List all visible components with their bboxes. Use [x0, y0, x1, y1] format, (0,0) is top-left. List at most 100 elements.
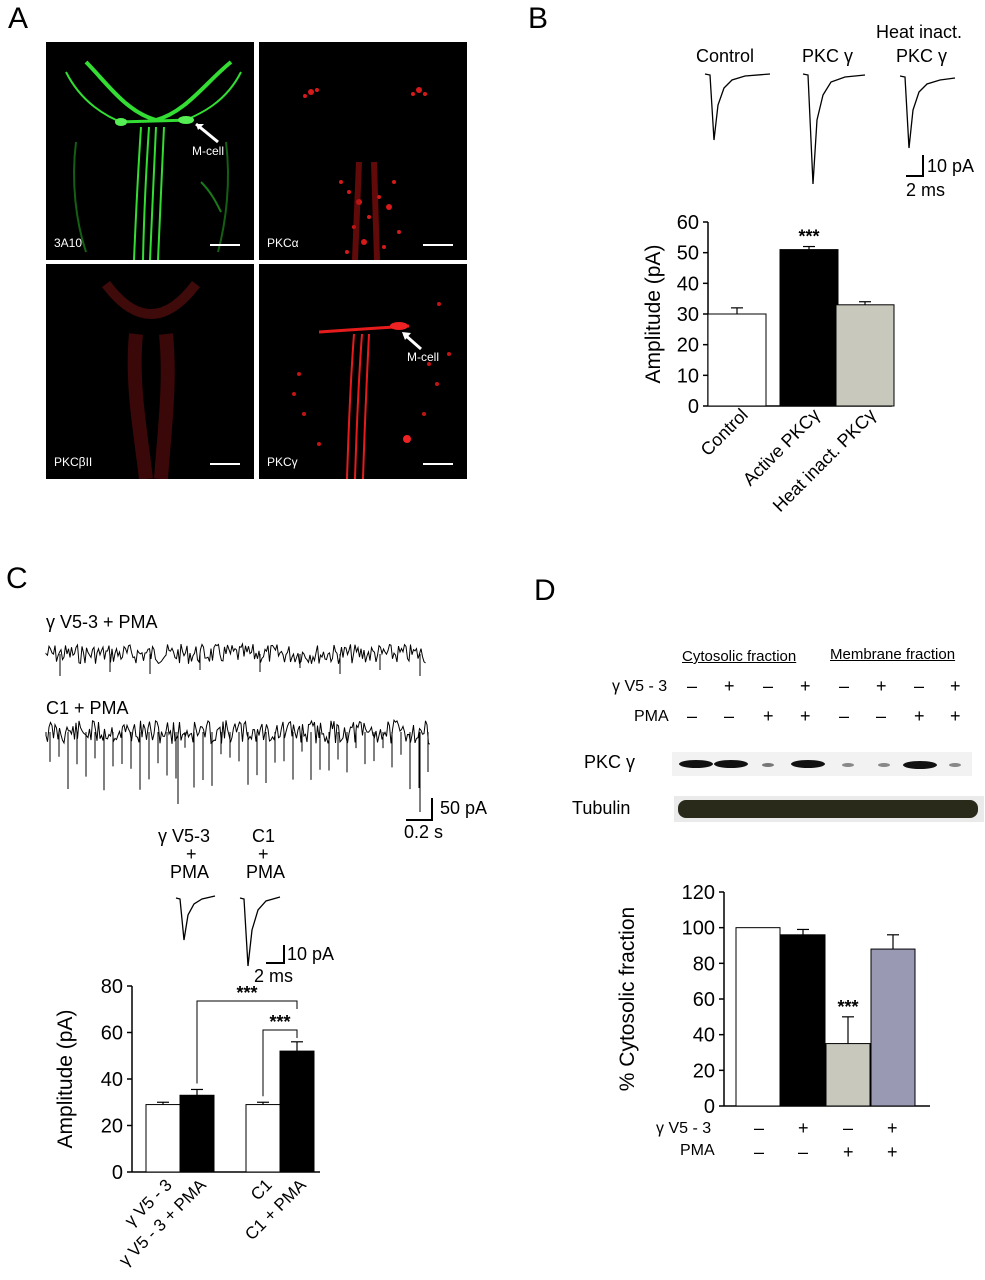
- neuron-structure-green: [65, 60, 242, 260]
- y-tick-label: 30: [677, 304, 699, 326]
- bar: [245, 1104, 281, 1173]
- band: [903, 761, 937, 769]
- panel-label-a: A: [8, 2, 29, 35]
- micrograph-pkc-gamma: M-cell PKCγ: [259, 264, 467, 479]
- scale-label-c-y: 50 pA: [440, 798, 488, 818]
- sign: +: [876, 676, 887, 696]
- row-label-pma: PMA: [634, 708, 669, 725]
- blot-label-tubulin: Tubulin: [572, 798, 631, 818]
- scale-bar-c-mini: [266, 945, 285, 964]
- micrograph-pkc-alpha: PKCα: [259, 42, 467, 260]
- micrograph-pkc-beta: PKCβII: [46, 264, 254, 479]
- y-tick-label: 120: [682, 882, 715, 904]
- y-axis-label: Amplitude (pA): [54, 1010, 77, 1149]
- trace-label-pkc-gamma: PKC γ: [802, 46, 854, 66]
- sign: +: [800, 676, 811, 696]
- mini-trace-2: [239, 896, 281, 967]
- band: [949, 763, 961, 767]
- sign: +: [800, 706, 811, 726]
- bar: [835, 304, 895, 407]
- band: [842, 763, 854, 767]
- y-tick-label: 80: [693, 953, 715, 975]
- trace-label-heat-2: PKC γ: [896, 46, 948, 66]
- bar: [779, 249, 839, 407]
- m-cell-label-2: M-cell: [407, 350, 439, 364]
- y-tick-label: 60: [677, 212, 699, 234]
- trace-pkc-gamma: [802, 73, 866, 185]
- mini-label-1b: +: [186, 844, 197, 864]
- significance-marker: ***: [798, 227, 819, 247]
- y-tick-label: 0: [688, 396, 699, 418]
- y-tick-label: 40: [677, 273, 699, 295]
- sign: +: [950, 676, 961, 696]
- significance-bracket: [262, 1029, 298, 1097]
- significance-bracket: [196, 1000, 298, 1084]
- sign: –: [763, 676, 774, 696]
- sign: +: [887, 1118, 898, 1138]
- sign: –: [687, 676, 698, 696]
- sign: +: [763, 706, 774, 726]
- bar: [279, 1050, 315, 1173]
- band: [714, 760, 748, 768]
- scale-bar-c: [406, 798, 433, 821]
- red-stain-alpha: [303, 87, 427, 260]
- mini-label-1a: γ V5-3: [158, 826, 211, 846]
- trace-label-c1-pma: C1 + PMA: [46, 698, 129, 718]
- y-tick-label: 80: [101, 976, 123, 998]
- band: [878, 763, 890, 767]
- m-cell-label-1: M-cell: [192, 144, 224, 158]
- micrograph-label-3a10: 3A10: [54, 236, 83, 250]
- trace-label-heat-1: Heat inact.: [876, 22, 963, 42]
- sign: –: [839, 676, 850, 696]
- d-row-label-v53: γ V5 - 3: [656, 1120, 712, 1137]
- sign: +: [724, 676, 735, 696]
- y-tick-label: 40: [693, 1025, 715, 1047]
- trace-c1-pma: [45, 718, 431, 745]
- bar: [145, 1104, 181, 1173]
- mini-scale-y: 10 pA: [287, 944, 335, 964]
- y-tick-label: 100: [682, 918, 715, 940]
- band: [791, 760, 825, 768]
- trace-label-control: Control: [696, 46, 755, 66]
- sign: +: [798, 1118, 809, 1138]
- scale-label-b-y: 10 pA: [927, 156, 975, 176]
- mini-label-2b: +: [258, 844, 269, 864]
- scale-label-c-x: 0.2 s: [404, 822, 444, 842]
- sign: +: [914, 706, 925, 726]
- trace-v53-pma: [45, 642, 426, 665]
- scale-bar-4: [423, 463, 453, 465]
- mini-scale-x: 2 ms: [254, 966, 294, 986]
- y-tick-label: 40: [101, 1069, 123, 1091]
- y-tick-label: 10: [677, 365, 699, 387]
- mini-label-1c: PMA: [170, 862, 210, 882]
- y-tick-label: 20: [677, 335, 699, 357]
- scale-bar-b: [906, 155, 924, 177]
- sign: –: [843, 1118, 854, 1138]
- scale-bar-2: [423, 244, 453, 246]
- y-tick-label: 50: [677, 243, 699, 265]
- y-tick-label: 60: [693, 989, 715, 1011]
- band: [679, 760, 713, 768]
- bar: [735, 927, 781, 1107]
- y-tick-label: 0: [704, 1096, 715, 1118]
- y-tick-label: 20: [693, 1060, 715, 1082]
- band-tubulin: [678, 800, 978, 818]
- y-axis-label: % Cytosolic fraction: [616, 907, 639, 1091]
- mini-label-2c: PMA: [246, 862, 286, 882]
- sign: –: [876, 706, 887, 726]
- sign: +: [887, 1142, 898, 1162]
- trace-heat: [899, 75, 956, 149]
- sign: –: [839, 706, 850, 726]
- y-tick-label: 0: [112, 1162, 123, 1184]
- bar: [780, 934, 826, 1107]
- micrograph-label-pkc-beta: PKCβII: [54, 455, 93, 469]
- sign: –: [754, 1118, 765, 1138]
- y-tick-label: 20: [101, 1116, 123, 1138]
